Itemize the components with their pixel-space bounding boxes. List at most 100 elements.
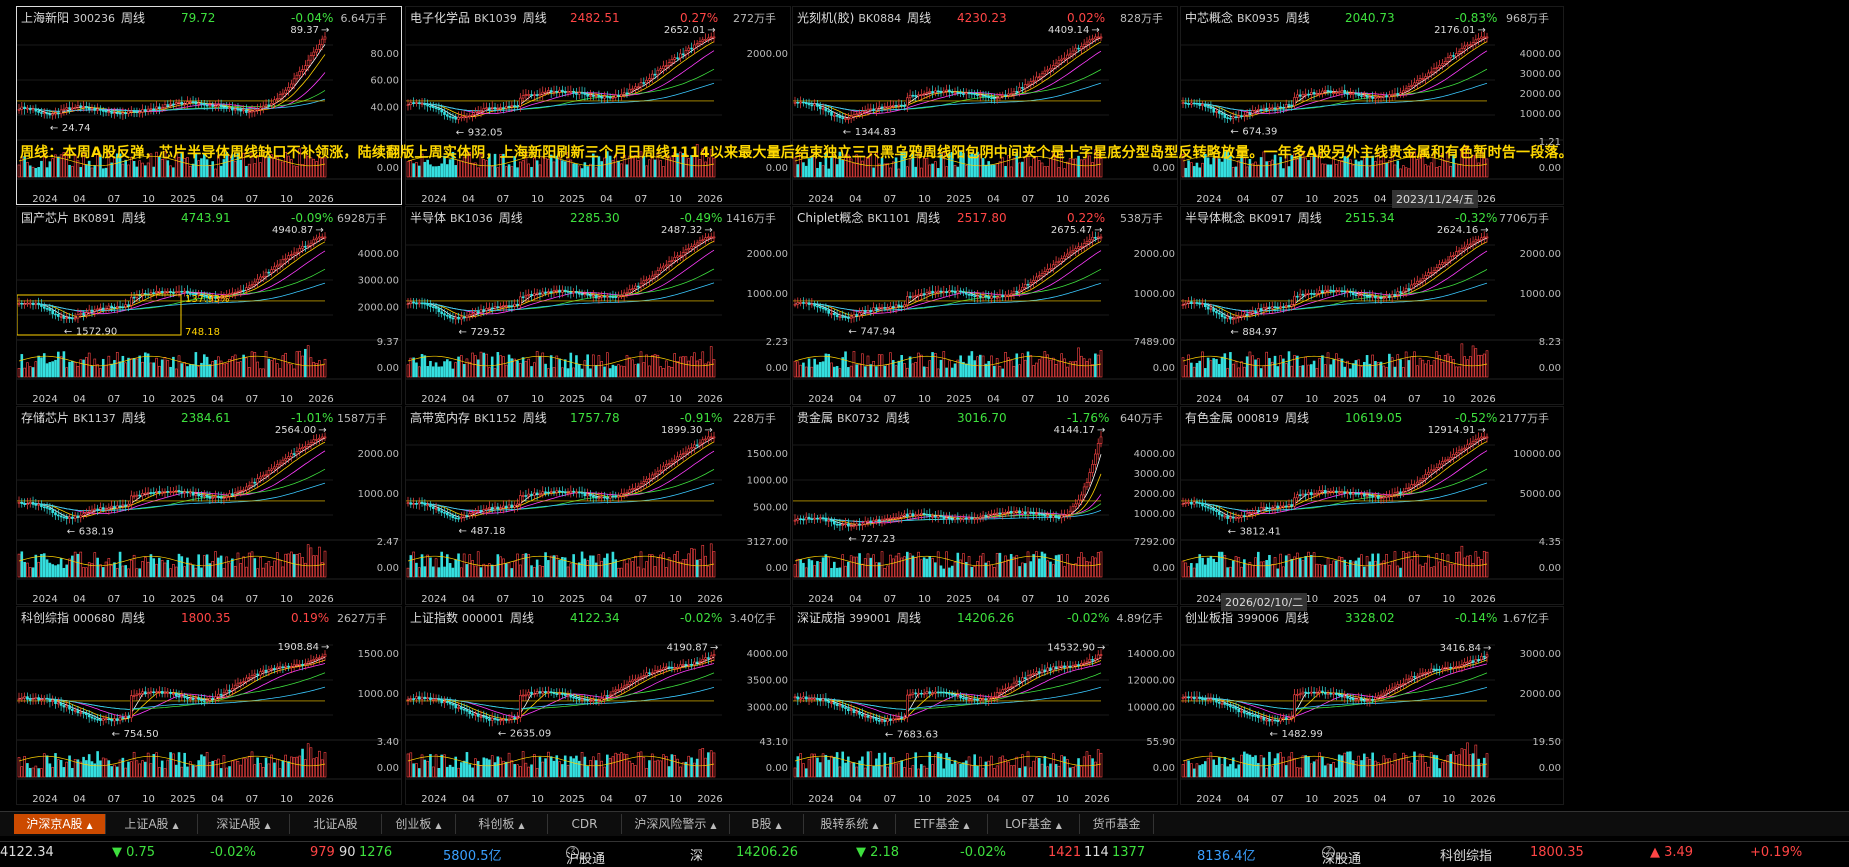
candle xyxy=(222,497,226,499)
kline-chart[interactable]: 12914.91 →← 3812.4110000.005000.004.350.00… xyxy=(1181,407,1564,605)
candle xyxy=(804,696,808,700)
tab-11[interactable]: ETF基金 ▲ xyxy=(896,814,988,834)
volume-bar xyxy=(572,367,575,378)
candle xyxy=(698,442,702,446)
volume-bar xyxy=(1046,354,1049,378)
caret-up-icon[interactable]: ▲ xyxy=(435,821,442,830)
chart-panel[interactable]: 4190.87 → ← 2635.09 4000.00 3500.00 3000.00 43.… xyxy=(405,606,791,805)
candle xyxy=(222,692,226,695)
volume-bar xyxy=(290,364,293,378)
chart-panel[interactable]: 12914.91 → ← 3812.41 10000.00 5000.00 4.35 0.00… xyxy=(1180,406,1564,605)
volume-bar xyxy=(34,765,38,778)
sh-connect-link[interactable]: 沪股通 ? 一 xyxy=(566,846,606,867)
volume-bar xyxy=(538,756,542,778)
volume-bar xyxy=(298,755,302,778)
tab-7[interactable]: CDR xyxy=(548,814,622,834)
tab-2[interactable]: 上证A股 ▲ xyxy=(106,814,198,834)
tab-1[interactable]: 沪深京A股 ▲ xyxy=(14,814,106,834)
kline-chart[interactable]: 2624.16 →← 884.972000.001000.008.230.00202… xyxy=(1181,207,1564,405)
volume-bar xyxy=(880,765,884,778)
tab-5[interactable]: 创业板 ▲ xyxy=(382,814,456,834)
tab-13[interactable]: 货币基金 xyxy=(1080,814,1154,834)
candle xyxy=(1399,291,1402,293)
tab-12[interactable]: LOF基金 ▲ xyxy=(988,814,1080,834)
chart-panel[interactable]: 2564.00 → ← 638.19 2000.00 1000.00 2.47 0.00 202… xyxy=(16,406,402,605)
caret-up-icon[interactable]: ▲ xyxy=(1055,821,1062,830)
candle xyxy=(889,105,892,108)
caret-up-icon[interactable]: ▲ xyxy=(86,821,93,830)
volume-bar xyxy=(309,747,313,778)
caret-up-icon[interactable]: ▲ xyxy=(518,821,525,830)
candle xyxy=(172,103,175,106)
volume-bar xyxy=(900,152,903,178)
volume-bar xyxy=(1192,768,1196,778)
last-price: 79.72 xyxy=(181,11,216,25)
candle xyxy=(177,101,181,104)
volume-bar xyxy=(1029,561,1033,578)
kline-chart[interactable]: 3416.84 →← 1482.993000.002000.0019.500.002… xyxy=(1181,607,1564,805)
kline-chart[interactable]: 2564.00 →← 638.192000.001000.002.470.00202… xyxy=(17,407,402,605)
volume-bar xyxy=(1301,365,1305,378)
volume-bar xyxy=(987,361,991,378)
chart-panel[interactable]: 2652.01 → ← 932.05 2000.00 0.00 2024 04 07 10 2025… xyxy=(405,6,791,205)
tab-10[interactable]: 股转系统 ▲ xyxy=(804,814,896,834)
caret-up-icon[interactable]: ▲ xyxy=(775,821,782,830)
kline-chart[interactable]: 2176.01 →← 674.394000.003000.002000.001000… xyxy=(1181,7,1564,205)
tab-6[interactable]: 科创板 ▲ xyxy=(456,814,548,834)
chart-panel[interactable]: 2176.01 → ← 674.39 4000.00 3000.00 2000.00 1000… xyxy=(1180,6,1564,205)
kline-chart[interactable]: 4190.87 →← 2635.094000.003500.003000.0043.… xyxy=(406,607,791,805)
candle xyxy=(956,695,960,697)
x-tick-label: 10 xyxy=(142,394,155,405)
volume-bar xyxy=(662,166,665,178)
chart-panel[interactable]: 4409.14 → ← 1344.83 0.00 2024 04 07 10 2025 04 07 10… xyxy=(792,6,1178,205)
volume-bar xyxy=(20,354,24,378)
kline-chart[interactable]: 2487.32 →← 729.522000.001000.002.230.00202… xyxy=(406,207,791,405)
chart-panel[interactable]: 14532.90 → ← 7683.63 14000.00 12000.00 10000.0… xyxy=(792,606,1178,805)
volume-bar xyxy=(1468,356,1472,378)
panel-header: 光刻机(胶) BK0884 周线 4230.23 0.02% xyxy=(797,10,1175,26)
caret-up-icon[interactable]: ▲ xyxy=(264,821,271,830)
chart-panel[interactable]: 1908.84 → ← 754.50 1500.00 1000.00 3.40 0.00 202… xyxy=(16,606,402,805)
candle xyxy=(889,517,892,520)
chart-panel[interactable]: 89.37 → ← 24.74 80.00 60.00 40.00 0.00 2024 04 07 1… xyxy=(16,6,402,205)
kline-chart[interactable]: 2675.47 →← 747.942000.001000.007489.000.00… xyxy=(793,207,1178,405)
chart-panel[interactable]: 2624.16 → ← 884.97 2000.00 1000.00 8.23 0.00 202… xyxy=(1180,206,1564,405)
volume-bar xyxy=(1368,758,1372,778)
x-tick-label: 07 xyxy=(884,394,897,405)
volume-bar xyxy=(818,562,822,578)
caret-up-icon[interactable]: ▲ xyxy=(710,821,717,830)
caret-up-icon[interactable]: ▲ xyxy=(872,821,879,830)
tab-9[interactable]: B股 ▲ xyxy=(730,814,804,834)
chart-panel[interactable]: 3416.84 → ← 1482.99 3000.00 2000.00 19.50 0.00 2… xyxy=(1180,606,1564,805)
volume-bar xyxy=(1094,557,1097,578)
candle xyxy=(245,109,248,113)
caret-up-icon[interactable]: ▲ xyxy=(963,821,970,830)
candle xyxy=(950,290,954,292)
volume-bar xyxy=(1234,361,1238,378)
chart-panel[interactable]: 2675.47 → ← 747.94 2000.00 1000.00 7489.00 0.00… xyxy=(792,206,1178,405)
tab-4[interactable]: 北证A股 xyxy=(290,814,382,834)
kline-chart[interactable]: 4144.17 →← 727.234000.003000.002000.001000… xyxy=(793,407,1178,605)
tab-3[interactable]: 深证A股 ▲ xyxy=(198,814,290,834)
candle xyxy=(538,93,542,96)
volume-bar xyxy=(608,155,612,178)
chart-panel[interactable]: 2487.32 → ← 729.52 2000.00 1000.00 2.23 0.00 202… xyxy=(405,206,791,405)
kline-chart[interactable]: 4940.87 →← 1572.904000.003000.002000.009.3… xyxy=(17,207,402,405)
volume-bar xyxy=(936,551,940,578)
kline-chart[interactable]: 1899.30 →← 487.181500.001000.00500.003127.… xyxy=(406,407,791,605)
sz-connect-link[interactable]: 深股通 ? 一 xyxy=(1322,846,1362,867)
volume-bar xyxy=(693,762,696,778)
chart-panel[interactable]: 4144.17 → ← 727.23 4000.00 3000.00 2000.00 1000… xyxy=(792,406,1178,605)
volume-bar xyxy=(320,364,324,378)
tab-8[interactable]: 沪深风险警示 ▲ xyxy=(622,814,730,834)
chart-panel[interactable]: 4940.87 → ← 1572.90 4000.00 3000.00 2000.00 9.3… xyxy=(16,206,402,405)
chart-panel[interactable]: 1899.30 → ← 487.18 1500.00 1000.00 500.00 3127.… xyxy=(405,406,791,605)
kline-chart[interactable]: 14532.90 →← 7683.6314000.0012000.0010000.0… xyxy=(793,607,1178,805)
volume-bar xyxy=(1298,558,1302,578)
caret-up-icon[interactable]: ▲ xyxy=(172,821,179,830)
volume-bar xyxy=(1376,762,1380,778)
kline-chart[interactable]: 1908.84 →← 754.501500.001000.003.400.00202… xyxy=(17,607,402,805)
